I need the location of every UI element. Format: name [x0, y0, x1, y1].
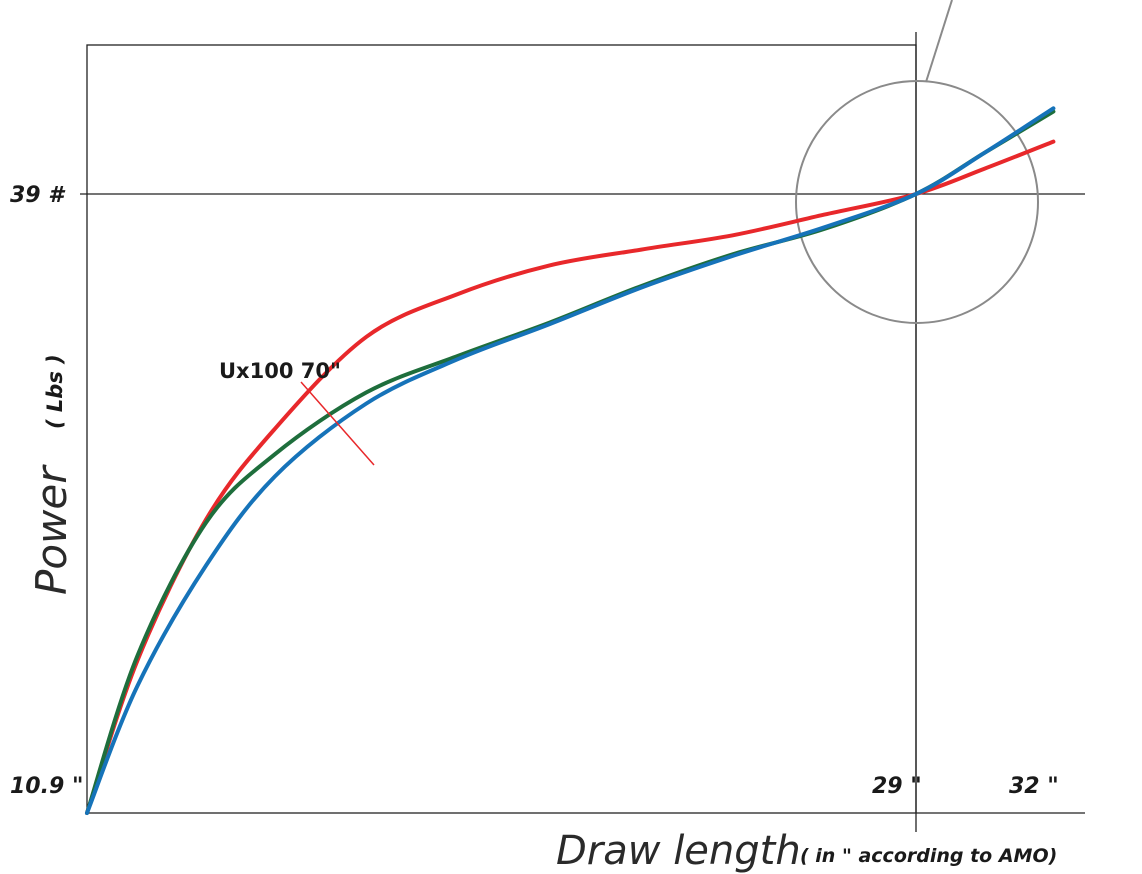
- series-line-0: [87, 142, 1053, 813]
- x-axis-label: Draw length: [556, 828, 801, 874]
- x-tick-label-start: 10.9 ": [10, 774, 83, 799]
- y-tick-label-39: 39 #: [10, 183, 66, 208]
- series-annotation: Ux100 70": [219, 359, 341, 383]
- highlight-callout-line: [926, 0, 952, 82]
- plot-frame: [87, 45, 916, 813]
- x-tick-label-29: 29 ": [872, 774, 922, 799]
- y-axis-label-group: Power ( Lbs ): [27, 354, 76, 595]
- y-axis-label: Power: [27, 464, 76, 595]
- y-axis-unit: ( Lbs ): [43, 354, 67, 429]
- x-tick-label-32: 32 ": [1009, 774, 1059, 799]
- series-layer: [87, 108, 1053, 813]
- series-line-1: [87, 112, 1053, 814]
- x-axis-unit: ( in " according to AMO): [800, 845, 1057, 867]
- series-line-2: [87, 108, 1053, 813]
- highlight-circle: [796, 81, 1038, 323]
